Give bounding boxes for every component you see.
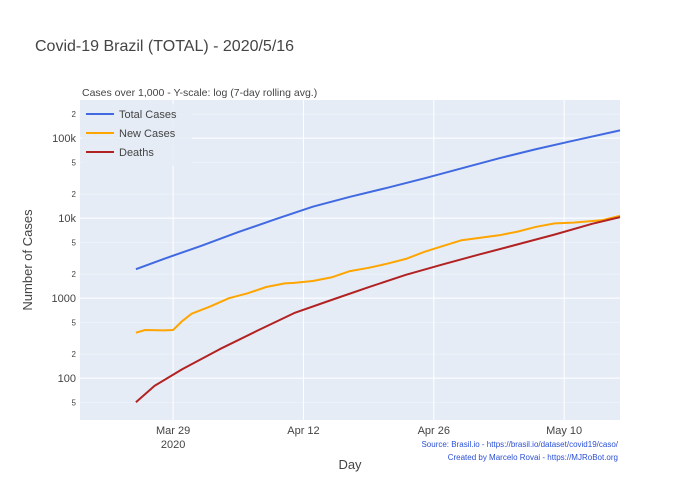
series-line-deaths[interactable] <box>135 216 621 404</box>
y-tick-label: 1000 <box>52 293 76 305</box>
legend-item-deaths[interactable]: Deaths <box>86 147 154 159</box>
y-minor-tick-label: 5 <box>72 398 77 407</box>
x-axis-label: Day <box>338 457 362 472</box>
source-annotation: Source: Brasil.io - https://brasil.io/da… <box>421 440 618 449</box>
y-minor-tick-label: 5 <box>72 238 77 247</box>
y-tick-label: 10k <box>58 213 76 225</box>
y-minor-tick-label: 2 <box>72 110 77 119</box>
series-line-new-cases[interactable] <box>135 214 621 334</box>
series-lines <box>135 129 621 404</box>
y-minor-tick-label: 2 <box>72 270 77 279</box>
y-minor-tick-label: 2 <box>72 190 77 199</box>
x-axis-ticks: Mar 29 2020 Apr 12 Apr 26 May 10 <box>156 425 582 451</box>
chart-subtitle: Cases over 1,000 - Y-scale: log (7-day r… <box>82 87 317 99</box>
y-axis-label: Number of Cases <box>20 209 35 311</box>
y-minor-tick-label: 5 <box>72 318 77 327</box>
x-tick-label: May 10 <box>546 425 582 437</box>
y-axis-ticks: 100 1000 10k 100k 5 2 5 2 5 2 5 2 <box>52 110 77 407</box>
series-line-total-cases[interactable] <box>135 129 621 271</box>
y-minor-tick-label: 2 <box>72 350 77 359</box>
y-tick-label: 100k <box>52 133 76 145</box>
x-tick-label: Apr 12 <box>287 425 319 437</box>
legend[interactable]: Total Cases New Cases Deaths <box>82 104 192 166</box>
credit-annotation: Created by Marcelo Rovai - https://MJRoB… <box>448 453 618 462</box>
x-tick-label: Apr 26 <box>418 425 450 437</box>
chart-title: Covid-19 Brazil (TOTAL) - 2020/5/16 <box>35 38 294 55</box>
gridlines <box>80 100 620 420</box>
x-tick-year: 2020 <box>161 439 185 451</box>
legend-label-total-cases: Total Cases <box>119 109 177 121</box>
legend-item-new-cases[interactable]: New Cases <box>86 128 176 140</box>
y-tick-label: 100 <box>58 373 76 385</box>
legend-label-deaths: Deaths <box>119 147 154 159</box>
legend-item-total-cases[interactable]: Total Cases <box>86 109 177 121</box>
legend-label-new-cases: New Cases <box>119 128 176 140</box>
y-minor-tick-label: 5 <box>72 158 77 167</box>
x-tick-label: Mar 29 <box>156 425 190 437</box>
